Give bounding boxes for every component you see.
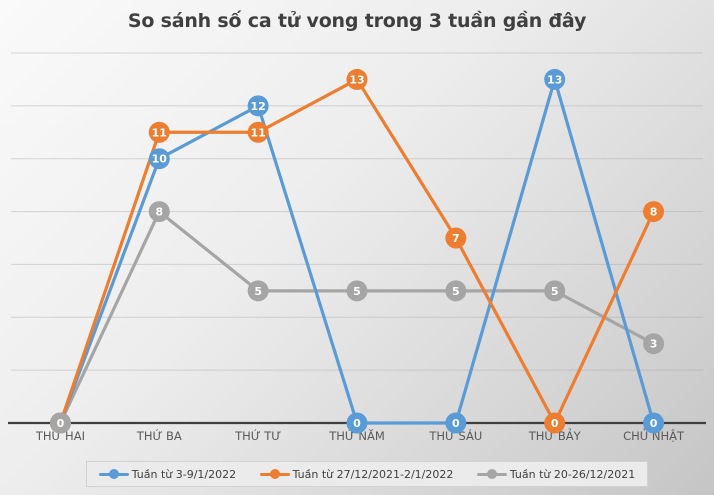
x-axis-label: THỨ BẢY: [528, 427, 582, 443]
data-point-marker: [544, 280, 566, 302]
legend-dot-icon: [269, 469, 280, 479]
data-point-marker: [247, 280, 269, 302]
data-point-label: 5: [551, 285, 559, 298]
data-point-label: 12: [250, 100, 265, 113]
x-axis-label: THỨ SÁU: [428, 428, 482, 443]
data-point-marker: [544, 68, 566, 90]
data-point-marker: [445, 280, 467, 302]
data-point-label: 0: [57, 417, 65, 430]
data-point-label: 0: [353, 417, 361, 430]
data-point-marker: [346, 68, 368, 90]
data-point-label: 3: [650, 338, 658, 351]
x-axis-label: THỨ TƯ: [234, 428, 281, 443]
legend-item: Tuần từ 27/12/2021-2/1/2022: [259, 467, 454, 481]
legend-dot-icon: [108, 469, 119, 479]
data-point-label: 0: [650, 417, 658, 430]
data-point-marker: [643, 201, 665, 223]
legend-label: Tuần từ 3-9/1/2022: [131, 467, 237, 481]
chart-title: So sánh số ca tử vong trong 3 tuần gần đ…: [127, 10, 587, 32]
legend-item: Tuần từ 3-9/1/2022: [98, 467, 237, 481]
x-axis-label: CHỦ NHẬT: [623, 427, 685, 443]
data-point-marker: [445, 412, 467, 434]
legend-line-marker-icon: [476, 469, 507, 479]
data-point-label: 0: [551, 417, 559, 430]
data-point-label: 5: [254, 285, 262, 298]
x-axis-label: THỨ BA: [136, 428, 182, 443]
legend-item: Tuần từ 20-26/12/2021: [476, 467, 636, 481]
data-point-marker: [148, 121, 170, 143]
data-point-label: 13: [547, 73, 562, 86]
legend-line-marker-icon: [259, 469, 290, 479]
data-point-label: 8: [155, 206, 163, 219]
legend: Tuần từ 3-9/1/2022 Tuần từ 27/12/2021-2/1…: [86, 461, 648, 487]
legend-dot-icon: [486, 469, 497, 479]
data-point-label: 13: [349, 73, 364, 86]
data-point-marker: [346, 280, 368, 302]
data-point-marker: [544, 412, 566, 434]
data-point-label: 5: [353, 285, 361, 298]
data-point-marker: [148, 201, 170, 223]
data-point-marker: [643, 333, 665, 355]
data-point-label: 0: [452, 417, 460, 430]
legend-line-marker-icon: [98, 469, 129, 479]
data-point-marker: [247, 121, 269, 143]
data-point-label: 8: [650, 206, 658, 219]
data-point-marker: [445, 227, 467, 249]
data-point-label: 11: [250, 126, 265, 139]
data-point-marker: [346, 412, 368, 434]
data-point-label: 11: [152, 126, 167, 139]
data-point-marker: [247, 95, 269, 117]
data-point-marker: [148, 148, 170, 170]
legend-label: Tuần từ 20-26/12/2021: [509, 467, 636, 481]
x-axis-label: THỨ HAI: [35, 428, 85, 443]
x-axis-label: THỨ NĂM: [328, 428, 385, 443]
data-point-marker: [49, 412, 71, 434]
legend-label: Tuần từ 27/12/2021-2/1/2022: [292, 467, 454, 481]
data-point-label: 5: [452, 285, 460, 298]
data-point-label: 7: [452, 232, 460, 245]
data-point-marker: [643, 412, 665, 434]
data-point-label: 10: [152, 153, 168, 166]
